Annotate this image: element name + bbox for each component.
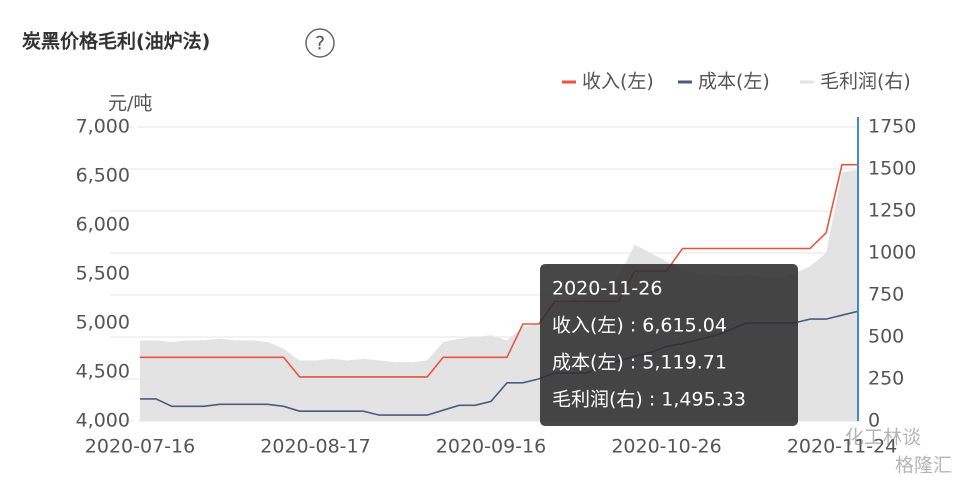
watermark: 化工林谈 bbox=[845, 427, 921, 449]
legend-label: 成本(左) bbox=[698, 71, 770, 93]
y-tick-label: 5,500 bbox=[76, 263, 130, 285]
line bbox=[140, 163, 858, 378]
chart-title: 炭黑价格毛利(油炉法) bbox=[22, 30, 210, 53]
y-tick-label: 6,500 bbox=[76, 165, 130, 187]
legend-label: 收入(左) bbox=[582, 71, 654, 93]
help-icon[interactable] bbox=[305, 28, 335, 58]
y2-tick-label: 1750 bbox=[868, 116, 916, 138]
y2-tick-label: 500 bbox=[868, 326, 904, 348]
y2-tick-label: 1000 bbox=[868, 242, 916, 264]
x-tick-label: 2020-09-16 bbox=[436, 436, 546, 458]
y-tick-label: 6,000 bbox=[76, 214, 130, 236]
tooltip-text: 成本(左) : 5,119.71 bbox=[552, 352, 727, 374]
tooltip-text: 毛利润(右) : 1,495.33 bbox=[552, 389, 746, 411]
y-tick-label: 5,000 bbox=[76, 312, 130, 334]
x-tick-label: 2020-10-26 bbox=[611, 436, 721, 458]
y-tick-label: 7,000 bbox=[76, 116, 130, 138]
y2-tick-label: 0 bbox=[868, 410, 880, 432]
tooltip-box bbox=[540, 264, 798, 426]
y2-tick-label: 250 bbox=[868, 368, 904, 390]
help-icon-text[interactable]: ? bbox=[315, 33, 325, 55]
tooltip-text: 2020-11-26 bbox=[552, 278, 662, 300]
y2-tick-label: 1500 bbox=[868, 158, 916, 180]
x-tick-label: 2020-11-24 bbox=[787, 436, 897, 458]
y-axis-label: 元/吨 bbox=[108, 93, 152, 115]
legend-label: 毛利润(右) bbox=[820, 71, 911, 93]
x-tick-label: 2020-07-16 bbox=[85, 436, 195, 458]
x-tick-label: 2020-08-17 bbox=[260, 436, 370, 458]
watermark: 格隆汇 bbox=[895, 455, 952, 477]
y-tick-label: 4,000 bbox=[76, 410, 130, 432]
y2-tick-label: 1250 bbox=[868, 200, 916, 222]
y-tick-label: 4,500 bbox=[76, 361, 130, 383]
tooltip-text: 收入(左) : 6,615.04 bbox=[552, 315, 727, 337]
y2-tick-label: 750 bbox=[868, 284, 904, 306]
